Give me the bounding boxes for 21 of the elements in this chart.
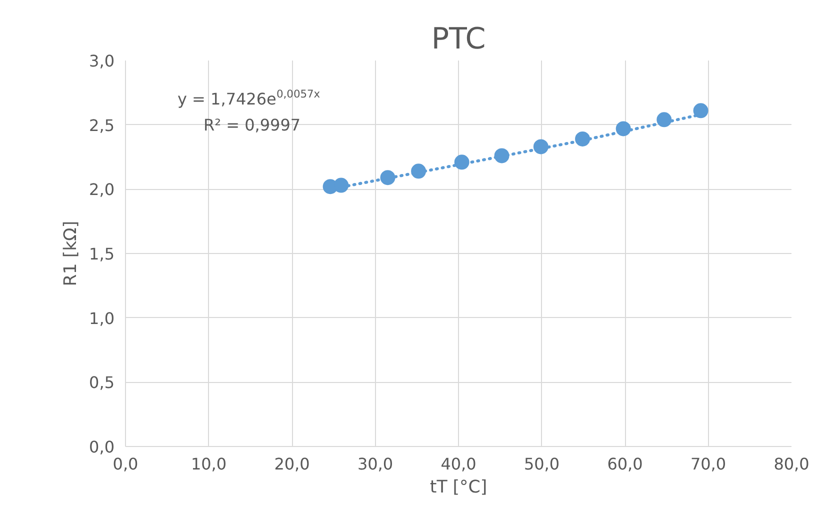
x-tick-label: 40,0	[440, 454, 476, 474]
x-tick-label: 30,0	[357, 454, 394, 474]
y-tick-label: 3,0	[89, 52, 115, 70]
y-tick-label: 1,0	[89, 308, 115, 328]
y-tick-label: 0,0	[89, 438, 115, 456]
y-tick-label: 1,5	[89, 244, 115, 264]
y-tick-label: 0,5	[89, 373, 115, 392]
y-axis-title: R1 [kΩ]	[61, 220, 82, 286]
y-tick-label: 2,0	[89, 180, 115, 200]
x-tick-label: 0,0	[112, 454, 138, 474]
x-tick-label: 60,0	[607, 454, 643, 474]
x-tick-label: 10,0	[190, 454, 227, 474]
y-tick-label: 2,5	[89, 116, 115, 135]
x-axis-title: tT [°C]	[430, 478, 488, 498]
chart-title: PTC	[431, 22, 486, 56]
point	[693, 103, 708, 118]
x-tick-label: 50,0	[524, 454, 560, 474]
annotation: R² = 0,9997	[204, 116, 301, 134]
x-tick-label: 80,0	[774, 454, 810, 474]
x-tick-label: 70,0	[690, 454, 726, 474]
x-tick-label: 20,0	[274, 454, 310, 474]
